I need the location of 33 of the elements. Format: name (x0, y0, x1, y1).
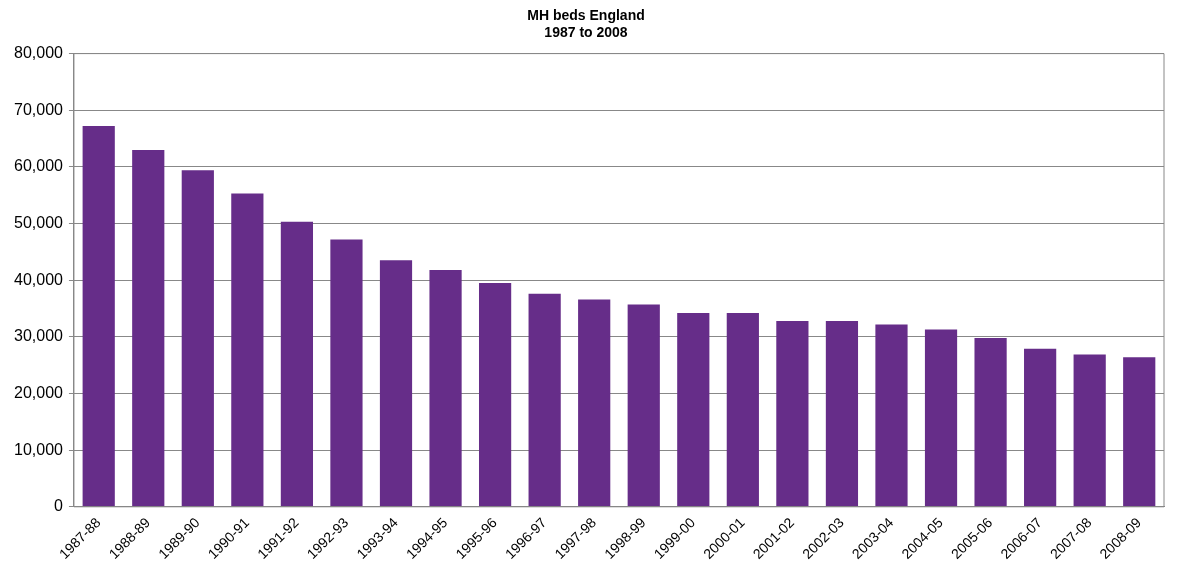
bar (280, 221, 314, 507)
bar (1123, 357, 1156, 507)
bar (429, 270, 462, 507)
bar (677, 313, 710, 507)
bar (1024, 348, 1057, 507)
chart-title: MH beds England (527, 7, 645, 24)
y-tick-label: 20,000 (14, 383, 64, 401)
bar (776, 320, 809, 507)
bar (578, 299, 611, 507)
bar (974, 337, 1007, 507)
bar (231, 193, 264, 507)
y-tick-label: 80,000 (14, 44, 64, 62)
bar (924, 329, 958, 507)
chart-subtitle: 1987 to 2008 (544, 24, 628, 41)
bar (875, 324, 908, 507)
bar (627, 304, 660, 507)
bar (479, 283, 512, 507)
bar (379, 260, 413, 507)
y-tick-label: 10,000 (14, 440, 64, 458)
bar (132, 149, 165, 507)
bar (726, 313, 759, 507)
y-tick-label: 40,000 (14, 270, 64, 288)
bar (330, 239, 363, 507)
y-tick-label: 50,000 (14, 213, 64, 231)
bar (82, 126, 115, 507)
bar (528, 293, 561, 507)
y-tick-label: 60,000 (14, 157, 64, 175)
y-tick-label: 0 (54, 497, 64, 515)
y-tick-label: 70,000 (14, 100, 64, 118)
bar (1073, 354, 1106, 507)
bar (181, 170, 214, 507)
y-tick-label: 30,000 (14, 327, 64, 345)
bar (825, 320, 859, 507)
